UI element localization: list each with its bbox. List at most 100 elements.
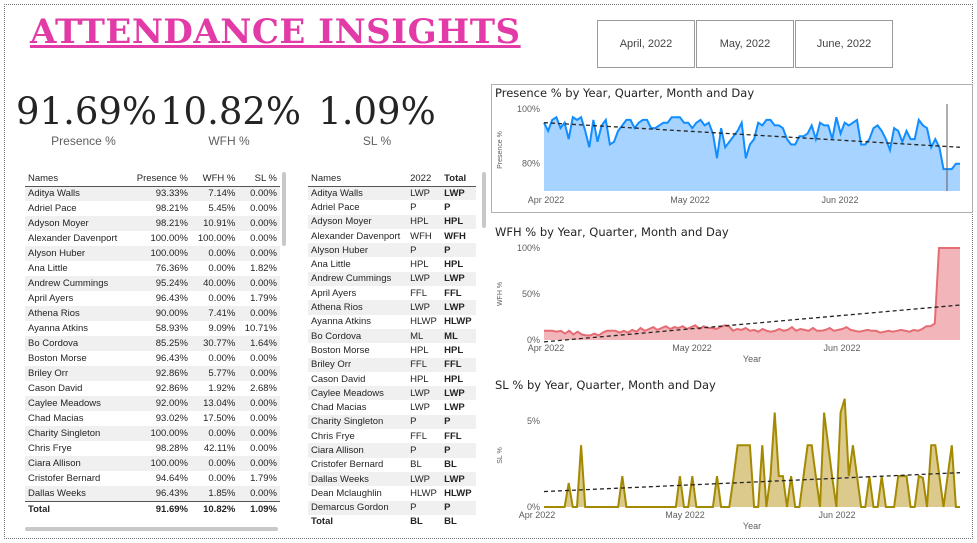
table-cell: HPL: [410, 373, 429, 385]
slicer-june[interactable]: June, 2022: [795, 20, 893, 68]
table-cell: 0.00%: [250, 203, 277, 214]
table-cell: HLWP: [444, 316, 472, 328]
table-cell: 0.00%: [208, 353, 236, 364]
table-cell: 40.00%: [190, 276, 239, 291]
table-cell: 90.00%: [128, 306, 191, 321]
table-row[interactable]: Ayanna Atkins HLWP HLWP: [308, 315, 476, 329]
y-tick-label: 0%: [527, 335, 540, 345]
table-row[interactable]: Dallas Weeks 96.43% 1.85% 0.00%: [25, 486, 280, 501]
table-cell: 0.00%: [238, 366, 280, 381]
table-cell: 0.00%: [250, 353, 277, 364]
table-row[interactable]: Caylee Meadows 92.00% 13.04% 0.00%: [25, 396, 280, 411]
table-cell: 13.04%: [190, 396, 239, 411]
table-cell: Boston Morse: [28, 353, 87, 364]
table-cell: 58.93%: [155, 323, 188, 334]
table-row[interactable]: Charity Singleton P P: [308, 414, 476, 430]
table-row[interactable]: Briley Orr FFL FFL: [308, 357, 476, 372]
table-row[interactable]: Alyson Huber P P: [308, 243, 476, 258]
table-row[interactable]: Cason David 92.86% 1.92% 2.68%: [25, 381, 280, 396]
col-presence[interactable]: Presence %: [128, 172, 191, 187]
table-row[interactable]: Aditya Walls LWP LWP: [308, 186, 476, 201]
table-row[interactable]: Ciara Allison 100.00% 0.00% 0.00%: [25, 456, 280, 471]
table-cell: April Ayers: [28, 293, 74, 304]
col-sl[interactable]: SL %: [238, 172, 280, 187]
col-names[interactable]: Names: [308, 172, 408, 187]
table-cell: HPL: [407, 214, 442, 229]
presence-chart-title: Presence % by Year, Quarter, Month and D…: [495, 86, 755, 100]
table-cell: Adriel Pace: [311, 201, 360, 213]
table-cell: HPL: [444, 373, 464, 385]
table-cell: 0.00%: [190, 246, 239, 261]
table-row[interactable]: Athena Rios 90.00% 7.41% 0.00%: [25, 306, 280, 321]
table-row[interactable]: Dean Mclaughlin HLWP HLWP: [308, 486, 476, 500]
series-area: [544, 248, 960, 340]
table1-hscroll[interactable]: [25, 527, 278, 531]
total-wfh: 10.82%: [190, 500, 239, 518]
table-row[interactable]: Alexander Davenport 100.00% 100.00% 0.00%: [25, 231, 280, 246]
table-cell: BL: [444, 459, 457, 471]
table-row[interactable]: Chad Macias LWP LWP: [308, 400, 476, 414]
table-row[interactable]: Adyson Moyer HPL HPL: [308, 214, 476, 229]
table-row[interactable]: Demarcus Gordon P P: [308, 500, 476, 515]
table-row[interactable]: Ayanna Atkins 58.93% 9.09% 10.71%: [25, 321, 280, 336]
table-cell: LWP: [407, 471, 442, 487]
slicer-may[interactable]: May, 2022: [696, 20, 794, 68]
col-total[interactable]: Total: [441, 172, 476, 187]
x-tick-label: Jun 2022: [823, 343, 860, 353]
table-row[interactable]: Boston Morse 96.43% 0.00% 0.00%: [25, 351, 280, 366]
table-cell: 0.00%: [238, 426, 280, 441]
table-row[interactable]: Charity Singleton 100.00% 0.00% 0.00%: [25, 426, 280, 441]
series-area: [544, 398, 960, 507]
table-cell: 10.91%: [190, 216, 239, 231]
y-tick-label: 5%: [527, 416, 540, 426]
table-row[interactable]: Andrew Cummings 95.24% 40.00% 0.00%: [25, 276, 280, 291]
table-cell: 76.36%: [155, 263, 188, 274]
y-tick-label: 80%: [522, 159, 540, 169]
table-row[interactable]: Alyson Huber 100.00% 0.00% 0.00%: [25, 246, 280, 261]
table-cell: 17.50%: [203, 413, 236, 424]
table-row[interactable]: Caylee Meadows LWP LWP: [308, 386, 476, 401]
table-cell: 5.77%: [190, 366, 239, 381]
table1-vscroll[interactable]: [282, 172, 286, 246]
table-row[interactable]: Andrew Cummings LWP LWP: [308, 271, 476, 287]
table-cell: HPL: [410, 259, 429, 271]
table-cell: Ayanna Atkins: [311, 316, 372, 328]
table-cell: Alexander Davenport: [28, 233, 118, 244]
table-row[interactable]: Dallas Weeks LWP LWP: [308, 471, 476, 487]
col-names[interactable]: Names: [25, 172, 129, 187]
table-row[interactable]: Cristofer Bernard BL BL: [308, 458, 476, 472]
x-tick-label: Apr 2022: [528, 343, 565, 353]
table-row[interactable]: Adyson Moyer 98.21% 10.91% 0.00%: [25, 216, 280, 231]
table-row[interactable]: Athena Rios LWP LWP: [308, 300, 476, 315]
table-row[interactable]: Bo Cordova ML ML: [308, 328, 476, 344]
y-tick-label: 50%: [522, 289, 540, 299]
slicer-april[interactable]: April, 2022: [597, 20, 695, 68]
table-row[interactable]: Cristofer Bernard 94.64% 0.00% 1.79%: [25, 471, 280, 486]
table-cell: ML: [407, 328, 442, 344]
table-row[interactable]: Aditya Walls 93.33% 7.14% 0.00%: [25, 186, 280, 201]
col-2022[interactable]: 2022: [407, 172, 442, 187]
month-slicer: April, 2022 May, 2022 June, 2022: [597, 20, 894, 68]
table-row[interactable]: Ana Little HPL HPL: [308, 257, 476, 271]
table-row[interactable]: Alexander Davenport WFH WFH: [308, 229, 476, 243]
table-row[interactable]: Adriel Pace 98.21% 5.45% 0.00%: [25, 201, 280, 216]
kpi-presence: 91.69% Presence %: [16, 90, 157, 148]
y-axis-label: SL %: [497, 447, 504, 463]
table-row[interactable]: Chad Macias 93.02% 17.50% 0.00%: [25, 411, 280, 426]
table-row[interactable]: April Ayers FFL FFL: [308, 286, 476, 300]
table2-vscroll[interactable]: [482, 172, 486, 228]
table-row[interactable]: Ana Little 76.36% 0.00% 1.82%: [25, 261, 280, 276]
table-row[interactable]: Ciara Allison P P: [308, 443, 476, 458]
table-row[interactable]: April Ayers 96.43% 0.00% 1.79%: [25, 291, 280, 306]
col-wfh[interactable]: WFH %: [190, 172, 239, 187]
table-cell: 5.45%: [208, 203, 236, 214]
table-cell: Ciara Allison: [308, 443, 408, 458]
table-row[interactable]: Adriel Pace P P: [308, 200, 476, 214]
table-cell: 0.00%: [238, 246, 280, 261]
table-row[interactable]: Chris Frye FFL FFL: [308, 429, 476, 443]
table-row[interactable]: Boston Morse HPL HPL: [308, 343, 476, 357]
table-row[interactable]: Bo Cordova 85.25% 30.77% 1.64%: [25, 336, 280, 351]
table-row[interactable]: Chris Frye 98.28% 42.11% 0.00%: [25, 441, 280, 456]
table-row[interactable]: Cason David HPL HPL: [308, 372, 476, 386]
table-row[interactable]: Briley Orr 92.86% 5.77% 0.00%: [25, 366, 280, 381]
